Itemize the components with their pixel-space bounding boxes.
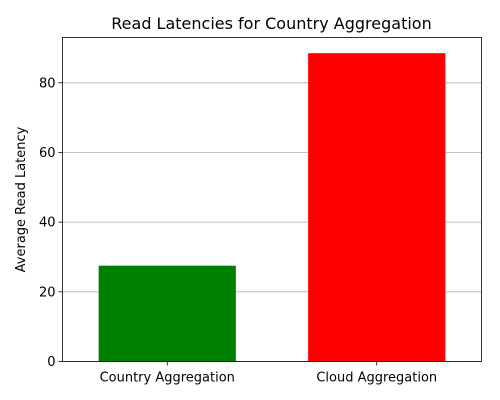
x-axis-ticks: Country Aggregation Cloud Aggregation [100, 361, 437, 386]
plot-frame [62, 37, 482, 362]
x-tick-label: Country Aggregation [100, 371, 235, 386]
bar [308, 53, 446, 362]
x-tick-label: Cloud Aggregation [316, 371, 437, 386]
bars [98, 53, 446, 362]
y-tick-label: 40 [39, 216, 56, 231]
chart-title: Read Latencies for Country Aggregation [111, 14, 431, 33]
y-tick-label: 60 [39, 146, 56, 161]
y-axis-label: Average Read Latency [14, 126, 29, 272]
y-axis-ticks: 0 20 40 60 80 [39, 76, 63, 370]
axes [62, 37, 482, 362]
y-tick-label: 80 [39, 76, 56, 91]
y-tick-label: 20 [39, 285, 56, 300]
y-tick-label: 0 [47, 355, 55, 370]
bar [98, 265, 236, 362]
